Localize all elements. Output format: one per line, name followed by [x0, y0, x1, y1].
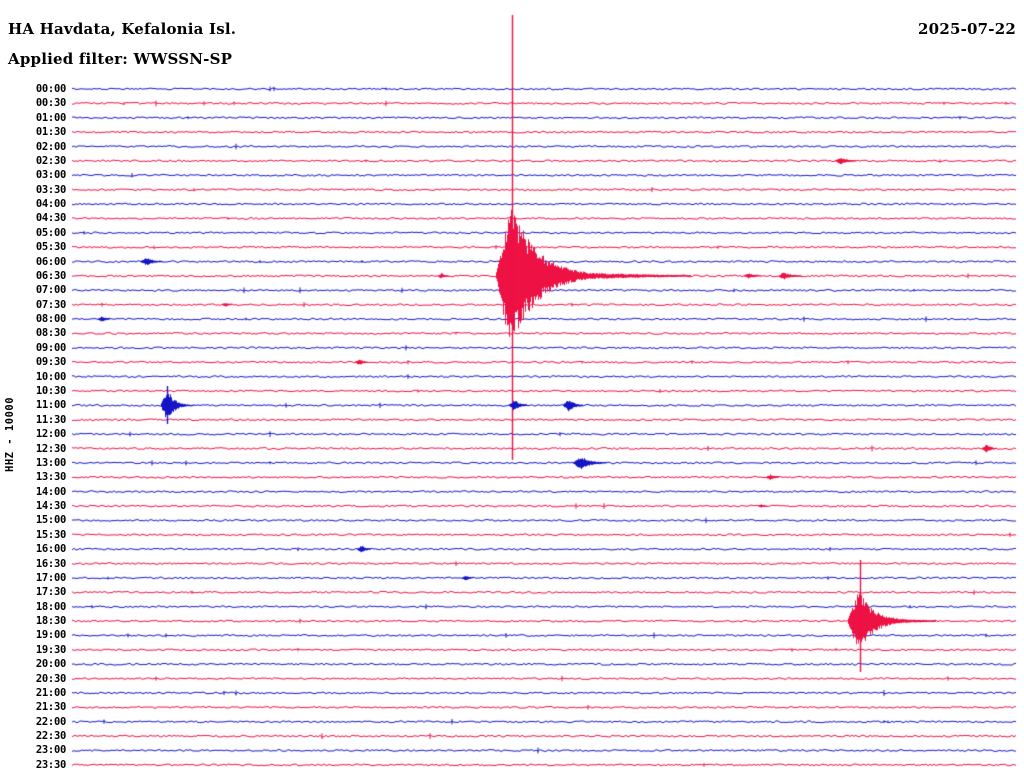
time-label: 01:30 — [35, 126, 66, 139]
time-label: 17:00 — [35, 571, 66, 584]
time-label: 15:00 — [35, 514, 66, 527]
time-label: 19:30 — [35, 643, 66, 656]
time-label: 04:00 — [35, 198, 66, 211]
time-label: 07:30 — [35, 298, 66, 311]
time-label: 08:30 — [35, 327, 66, 340]
time-label: 03:00 — [35, 169, 66, 182]
station-title: HA Havdata, Kefalonia Isl. — [8, 20, 237, 38]
time-label: 15:30 — [35, 528, 66, 541]
time-label: 20:00 — [35, 658, 66, 671]
time-label: 00:00 — [35, 83, 66, 95]
time-label: 08:00 — [35, 313, 66, 326]
time-label: 18:00 — [35, 600, 66, 613]
time-label: 22:30 — [35, 730, 66, 743]
time-label: 01:00 — [35, 111, 66, 124]
time-label: 04:30 — [35, 212, 66, 225]
time-label: 14:00 — [35, 485, 66, 498]
time-label: 13:30 — [35, 471, 66, 484]
time-label: 02:30 — [35, 154, 66, 167]
time-label: 07:00 — [35, 284, 66, 297]
time-label: 02:00 — [35, 140, 66, 153]
time-label: 09:30 — [35, 356, 66, 369]
time-label: 09:00 — [35, 341, 66, 354]
time-label: 05:30 — [35, 241, 66, 254]
time-label: 14:30 — [35, 500, 66, 513]
time-label: 21:30 — [35, 701, 66, 714]
time-label: 06:00 — [35, 255, 66, 268]
time-label: 20:30 — [35, 672, 66, 685]
time-label: 06:30 — [35, 269, 66, 282]
time-label: 21:00 — [35, 686, 66, 699]
time-label: 22:00 — [35, 715, 66, 728]
time-label: 18:30 — [35, 615, 66, 628]
time-label: 00:30 — [35, 97, 66, 110]
time-label: 11:30 — [35, 413, 66, 426]
time-label: 17:30 — [35, 586, 66, 599]
time-label: 03:30 — [35, 183, 66, 196]
time-label: 13:00 — [35, 456, 66, 469]
time-label: 19:00 — [35, 629, 66, 642]
time-label: 16:00 — [35, 543, 66, 556]
time-label: 23:00 — [35, 744, 66, 757]
time-label: 11:00 — [35, 399, 66, 412]
time-label: 05:00 — [35, 226, 66, 239]
applied-filter-label: Applied filter: WWSSN-SP — [8, 50, 233, 68]
date-label: 2025-07-22 — [918, 20, 1016, 38]
time-label: 16:30 — [35, 557, 66, 570]
time-label: 12:00 — [35, 428, 66, 441]
time-label: 10:00 — [35, 370, 66, 383]
time-label: 23:30 — [35, 758, 66, 771]
time-label: 10:30 — [35, 384, 66, 397]
time-label: 12:30 — [35, 442, 66, 455]
